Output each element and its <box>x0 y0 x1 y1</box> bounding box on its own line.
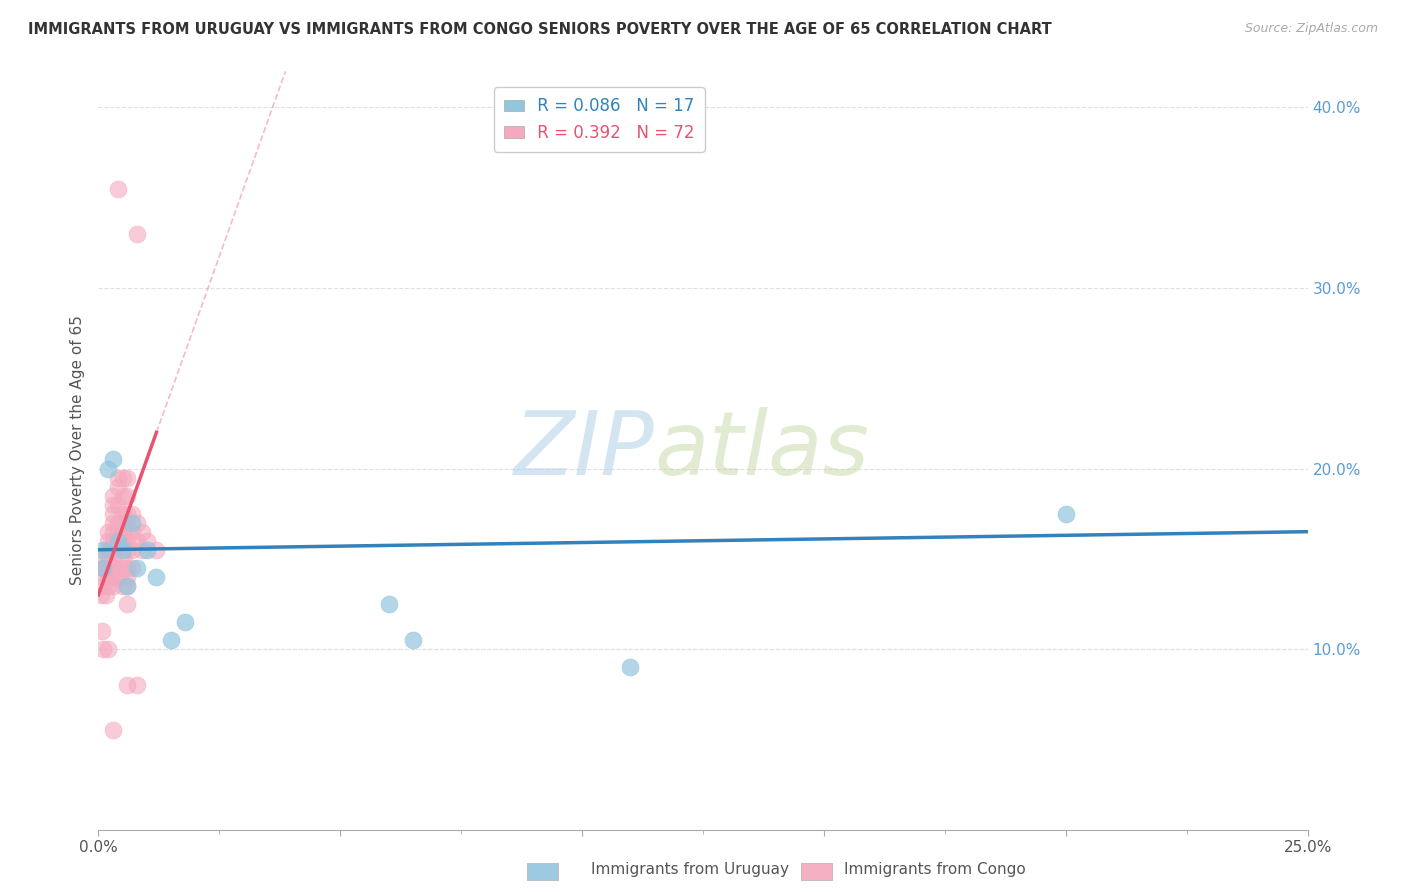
Y-axis label: Seniors Poverty Over the Age of 65: Seniors Poverty Over the Age of 65 <box>69 316 84 585</box>
Point <box>117 579 139 593</box>
Point <box>117 570 139 584</box>
Point <box>121 542 143 557</box>
Point <box>107 570 129 584</box>
Point <box>135 542 157 557</box>
Point <box>131 542 153 557</box>
Text: atlas: atlas <box>655 408 869 493</box>
Point <box>101 524 124 539</box>
Point <box>107 516 129 530</box>
Point <box>111 533 134 548</box>
Point <box>101 452 124 467</box>
Point <box>117 542 139 557</box>
Point <box>91 642 114 657</box>
Point <box>97 642 120 657</box>
Point <box>619 660 641 674</box>
Point <box>402 633 425 648</box>
Point <box>97 461 120 475</box>
Point <box>101 542 124 557</box>
Point <box>97 579 120 593</box>
Point <box>91 551 114 566</box>
Point <box>97 570 120 584</box>
Point <box>107 516 129 530</box>
Point <box>117 579 139 593</box>
Point <box>160 633 183 648</box>
Point <box>121 507 143 521</box>
Point <box>131 524 153 539</box>
Point <box>90 588 112 602</box>
Point <box>107 479 129 493</box>
Point <box>111 516 134 530</box>
Point <box>101 498 124 512</box>
Point <box>111 542 134 557</box>
Point <box>101 533 124 548</box>
Point <box>97 542 120 557</box>
Point <box>97 533 120 548</box>
Point <box>91 561 114 575</box>
Point <box>107 182 129 196</box>
Point <box>111 579 134 593</box>
Point <box>117 561 139 575</box>
Point <box>104 561 127 575</box>
Point <box>101 723 124 738</box>
Point <box>103 533 125 548</box>
Point <box>112 524 135 539</box>
Point <box>101 579 124 593</box>
Point <box>97 551 120 566</box>
Point <box>107 470 129 484</box>
Point <box>174 615 197 629</box>
Point <box>117 516 139 530</box>
Point <box>117 470 139 484</box>
Text: Immigrants from Uruguay: Immigrants from Uruguay <box>591 863 789 877</box>
Point <box>117 507 139 521</box>
Point <box>121 561 143 575</box>
Point <box>94 588 117 602</box>
Point <box>107 533 129 548</box>
Point <box>117 678 139 692</box>
Point <box>101 570 124 584</box>
Point <box>121 524 143 539</box>
Point <box>117 597 139 611</box>
Point <box>127 561 149 575</box>
Point <box>1054 507 1077 521</box>
Point <box>101 516 124 530</box>
Point <box>101 561 124 575</box>
Point <box>101 507 124 521</box>
Point <box>117 489 139 503</box>
Point <box>111 470 134 484</box>
Point <box>91 624 114 638</box>
Text: Source: ZipAtlas.com: Source: ZipAtlas.com <box>1244 22 1378 36</box>
Point <box>145 542 167 557</box>
Point <box>101 489 124 503</box>
Point <box>121 516 143 530</box>
Text: ZIP: ZIP <box>513 408 655 493</box>
Point <box>377 597 399 611</box>
Point <box>107 533 129 548</box>
Point <box>111 489 134 503</box>
Point <box>145 570 167 584</box>
Text: Immigrants from Congo: Immigrants from Congo <box>844 863 1025 877</box>
Point <box>111 507 134 521</box>
Point <box>107 498 129 512</box>
Point <box>91 542 114 557</box>
Point <box>91 561 114 575</box>
Point <box>127 678 149 692</box>
Point <box>98 542 121 557</box>
Point <box>91 579 114 593</box>
Point <box>91 570 114 584</box>
Point <box>111 524 134 539</box>
Text: IMMIGRANTS FROM URUGUAY VS IMMIGRANTS FROM CONGO SENIORS POVERTY OVER THE AGE OF: IMMIGRANTS FROM URUGUAY VS IMMIGRANTS FR… <box>28 22 1052 37</box>
Point <box>100 570 122 584</box>
Point <box>127 516 149 530</box>
Point <box>111 551 134 566</box>
Point <box>117 533 139 548</box>
Point <box>107 524 129 539</box>
Point <box>127 227 149 241</box>
Point <box>101 551 124 566</box>
Point <box>97 524 120 539</box>
Point <box>127 533 149 548</box>
Point <box>111 561 134 575</box>
Point <box>135 533 157 548</box>
Point <box>93 561 115 575</box>
Legend:  R = 0.086   N = 17,  R = 0.392   N = 72: R = 0.086 N = 17, R = 0.392 N = 72 <box>494 87 704 152</box>
